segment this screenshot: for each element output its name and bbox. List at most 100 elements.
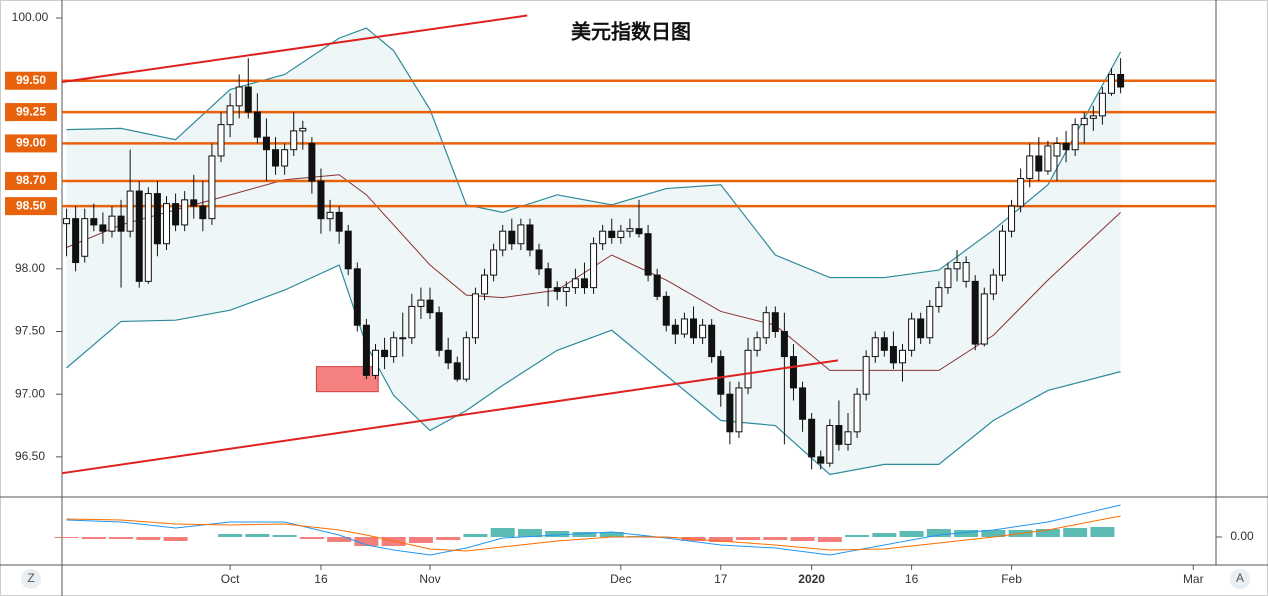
candle-body <box>644 233 652 276</box>
macd-hist <box>54 537 79 538</box>
candle-body <box>299 127 307 132</box>
candle-body <box>117 215 125 232</box>
candle-body <box>726 393 734 433</box>
candle-body <box>935 287 943 307</box>
y-tick-label: 100.00 <box>12 10 49 24</box>
macd-hist <box>436 537 461 540</box>
corner-button-label[interactable]: Z <box>27 571 34 585</box>
candle-body <box>980 293 988 345</box>
macd-hist <box>572 532 597 537</box>
macd-hist <box>136 537 161 540</box>
candle-body <box>253 111 261 138</box>
candle-body <box>444 349 452 364</box>
candle-body <box>1108 73 1116 94</box>
candle-body <box>780 330 788 358</box>
macd-hist <box>763 537 788 540</box>
candle-body <box>1089 115 1097 119</box>
candle-body <box>853 393 861 433</box>
level-label: 99.50 <box>16 73 46 87</box>
candle-body <box>353 268 361 326</box>
candle-body <box>535 249 543 270</box>
level-label: 98.70 <box>16 173 46 187</box>
candle-body <box>99 224 107 232</box>
x-tick-label: Mar <box>1183 572 1204 586</box>
candle-body <box>862 356 870 395</box>
candle-body <box>471 293 479 339</box>
level-badge <box>5 197 57 216</box>
macd-hist <box>817 537 842 542</box>
candle-body <box>544 268 552 289</box>
candle-body <box>135 190 143 282</box>
candle-body <box>1071 124 1079 151</box>
level-badge <box>5 71 57 90</box>
candle-body <box>499 230 507 251</box>
candle-body <box>617 230 625 238</box>
candle-body <box>190 199 198 207</box>
candle-body <box>244 86 252 113</box>
candle-body <box>962 262 970 282</box>
candle-body <box>1008 205 1016 232</box>
candle-body <box>944 268 952 289</box>
candle-body <box>771 312 779 332</box>
candle-body <box>453 362 461 380</box>
corner-button-label[interactable]: A <box>1236 571 1244 585</box>
macd-hist <box>708 537 733 542</box>
candle-body <box>417 299 425 307</box>
candle-body <box>290 130 298 151</box>
macd-hist <box>109 537 134 539</box>
x-tick-label: 16 <box>905 572 919 586</box>
candle-body <box>172 203 180 226</box>
macd-hist <box>926 529 951 537</box>
candle-body <box>226 105 234 126</box>
band-middle <box>66 174 1121 371</box>
candle-body <box>108 215 116 232</box>
candle-body <box>626 228 634 232</box>
candle-body <box>971 280 979 345</box>
macd-hist <box>81 537 106 539</box>
candle-body <box>1044 145 1052 172</box>
candle-body <box>599 230 607 245</box>
candle-body <box>308 142 316 182</box>
candle-body <box>717 356 725 395</box>
candle-body <box>826 425 834 464</box>
macd-hist <box>954 530 979 537</box>
candle-body <box>880 337 888 351</box>
x-tick-label: Nov <box>419 572 440 586</box>
macd-hist <box>245 534 270 537</box>
candle-body <box>335 211 343 232</box>
macd-hist <box>1035 529 1060 537</box>
x-tick-label: Dec <box>610 572 631 586</box>
macd-hist <box>272 535 297 537</box>
corner-button[interactable] <box>1230 569 1250 589</box>
candle-body <box>744 349 752 389</box>
macd-hist <box>736 537 761 540</box>
level-badge <box>5 134 57 153</box>
candle-body <box>72 218 80 264</box>
candle-body <box>344 230 352 270</box>
candle-body <box>235 86 243 107</box>
macd-hist <box>1090 527 1115 537</box>
candle-body <box>508 230 516 245</box>
trendline <box>61 359 839 475</box>
corner-button[interactable] <box>21 569 41 589</box>
candle-body <box>989 274 997 295</box>
candle-body <box>653 274 661 297</box>
candle-body <box>126 190 134 232</box>
macd-hist <box>599 532 624 537</box>
candle-body <box>635 228 643 235</box>
y-tick-label: 96.50 <box>15 449 45 463</box>
macd-hist <box>354 537 379 546</box>
candle-body <box>90 218 98 226</box>
candle-body <box>426 299 434 314</box>
candle-body <box>808 418 816 458</box>
candle-body <box>181 199 189 226</box>
candle-body <box>908 318 916 351</box>
macd-hist <box>327 537 352 542</box>
macd-line <box>66 504 1121 556</box>
candle-body <box>708 324 716 358</box>
macd-hist <box>899 531 924 537</box>
band-lower <box>66 264 1121 476</box>
candle-body <box>553 287 561 292</box>
candle-body <box>762 312 770 339</box>
